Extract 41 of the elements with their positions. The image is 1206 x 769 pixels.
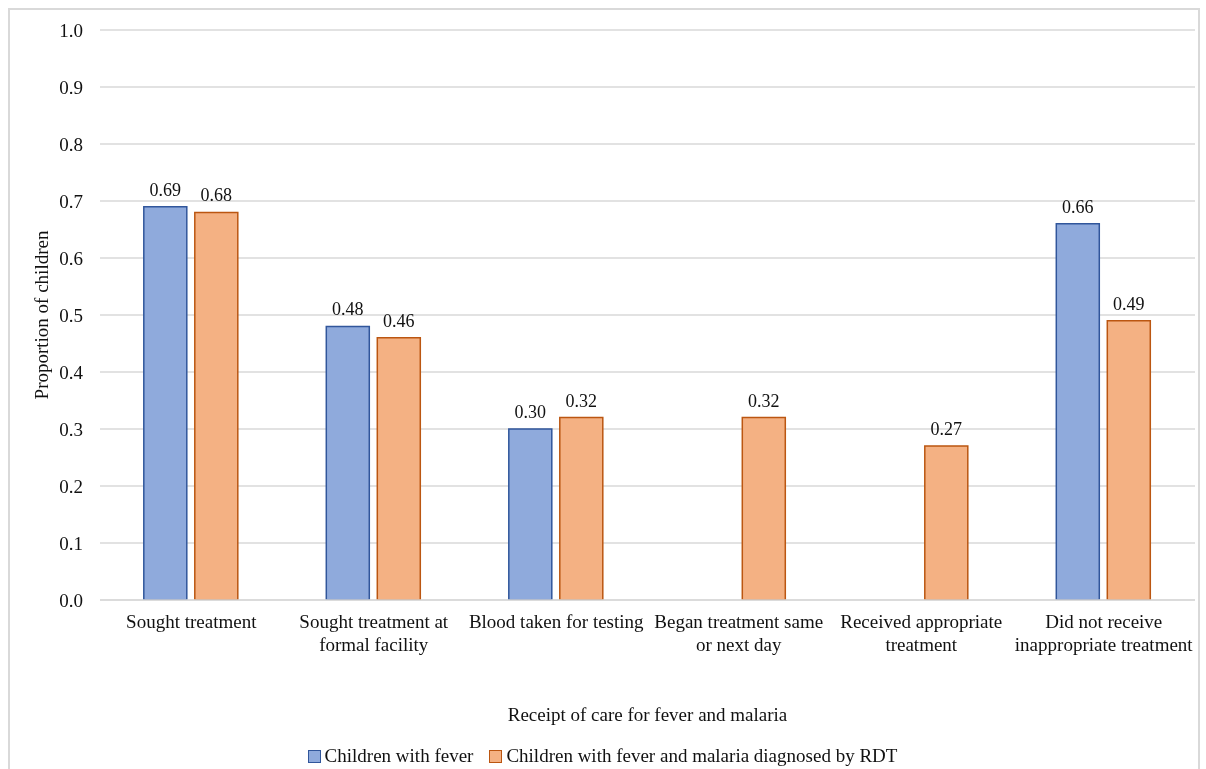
data-label: 0.69 [149, 179, 182, 200]
data-label: 0.32 [565, 390, 598, 411]
data-label: 0.68 [200, 185, 233, 206]
bar [924, 445, 969, 600]
y-tick-label: 0.1 [59, 532, 83, 554]
x-tick-label: Began treatment same or next day [654, 611, 824, 655]
y-tick-label: 0.4 [59, 361, 84, 383]
bar [376, 337, 422, 600]
x-tick-label: Blood taken for testing [468, 611, 645, 632]
y-tick-label: 0.5 [59, 304, 83, 326]
bar [143, 205, 188, 600]
bar [1106, 319, 1152, 600]
data-label: 0.46 [383, 310, 415, 331]
data-label: 0.48 [332, 299, 364, 320]
y-tick-label: 0.0 [59, 589, 83, 611]
bar [1055, 223, 1101, 600]
bar [741, 416, 787, 600]
data-label: 0.27 [930, 419, 963, 440]
legend-label: Children with fever and malaria diagnosed by RDT [506, 745, 898, 767]
x-tick-label: Sought treatment [126, 611, 258, 632]
y-tick-label: 0.9 [59, 76, 83, 98]
bar [194, 211, 239, 600]
y-tick-label: 0.6 [59, 247, 83, 269]
y-tick-label: 0.7 [59, 190, 83, 212]
x-tick-label: Sought treatment at formal facility [299, 611, 449, 655]
data-label: 0.49 [1113, 293, 1145, 314]
bar [508, 428, 553, 600]
y-axis-title: Proportion of children [31, 230, 53, 400]
y-tick-label: 0.2 [59, 475, 83, 497]
bar [325, 325, 371, 600]
y-tick-label: 1.0 [59, 19, 83, 41]
data-label: 0.66 [1062, 196, 1094, 217]
y-tick-label: 0.3 [59, 418, 83, 440]
y-tick-label: 0.8 [59, 133, 83, 155]
x-axis-title: Receipt of care for fever and malaria [507, 704, 788, 725]
data-label: 0.32 [748, 390, 780, 411]
bar [559, 416, 604, 600]
legend-label: Children with fever [324, 745, 474, 767]
data-label: 0.30 [514, 402, 547, 422]
x-tick-label: Received appropriate treatment [840, 611, 1003, 655]
x-tick-label: Did not receive inappropriate treatment [1014, 611, 1194, 655]
